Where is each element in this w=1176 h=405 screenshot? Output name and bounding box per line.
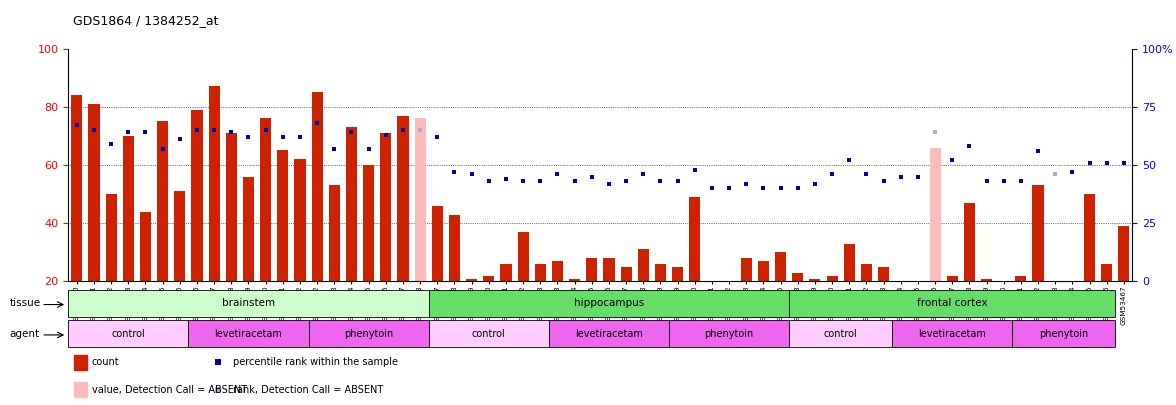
Text: phenytoin: phenytoin bbox=[345, 329, 393, 339]
Bar bbox=[278, 151, 288, 281]
Bar bbox=[793, 273, 803, 281]
Bar bbox=[775, 252, 787, 281]
Bar bbox=[552, 261, 563, 281]
Bar bbox=[843, 244, 855, 281]
Bar bbox=[74, 382, 87, 397]
Text: frontal cortex: frontal cortex bbox=[917, 298, 988, 308]
Bar bbox=[861, 264, 871, 281]
Bar bbox=[208, 86, 220, 281]
Bar bbox=[363, 165, 374, 281]
Bar bbox=[741, 258, 751, 281]
Bar bbox=[893, 320, 1013, 347]
Bar bbox=[312, 92, 322, 281]
Text: levetiracetam: levetiracetam bbox=[575, 329, 643, 339]
Bar bbox=[981, 279, 993, 281]
Bar bbox=[483, 276, 494, 281]
Text: count: count bbox=[92, 357, 119, 367]
Bar bbox=[1013, 320, 1115, 347]
Bar bbox=[1050, 281, 1061, 287]
Bar bbox=[998, 281, 1009, 290]
Bar bbox=[449, 215, 460, 281]
Bar bbox=[122, 136, 134, 281]
Bar bbox=[603, 258, 615, 281]
Bar bbox=[466, 279, 477, 281]
Bar bbox=[535, 264, 546, 281]
Text: value, Detection Call = ABSENT: value, Detection Call = ABSENT bbox=[92, 385, 247, 395]
Bar bbox=[895, 281, 907, 296]
Text: control: control bbox=[112, 329, 145, 339]
Bar bbox=[689, 197, 701, 281]
Bar bbox=[243, 177, 254, 281]
Text: rank, Detection Call = ABSENT: rank, Detection Call = ABSENT bbox=[233, 385, 383, 395]
Bar bbox=[878, 267, 889, 281]
Bar bbox=[308, 320, 429, 347]
Bar bbox=[1015, 276, 1027, 281]
Bar bbox=[380, 133, 392, 281]
Text: control: control bbox=[824, 329, 857, 339]
Bar bbox=[669, 320, 789, 347]
Bar bbox=[789, 320, 893, 347]
Text: phenytoin: phenytoin bbox=[1040, 329, 1089, 339]
Bar bbox=[789, 290, 1115, 317]
Bar bbox=[432, 206, 443, 281]
Bar bbox=[827, 276, 837, 281]
Bar bbox=[329, 185, 340, 281]
Bar bbox=[68, 320, 188, 347]
Bar bbox=[809, 279, 821, 281]
Bar bbox=[947, 276, 957, 281]
Bar bbox=[106, 194, 116, 281]
Bar bbox=[671, 267, 683, 281]
Text: levetiracetam: levetiracetam bbox=[214, 329, 282, 339]
Text: phenytoin: phenytoin bbox=[704, 329, 754, 339]
Bar bbox=[174, 191, 186, 281]
Bar bbox=[621, 267, 632, 281]
Bar bbox=[655, 264, 666, 281]
Text: levetiracetam: levetiracetam bbox=[918, 329, 987, 339]
Text: agent: agent bbox=[9, 329, 40, 339]
Bar bbox=[294, 159, 306, 281]
Bar bbox=[414, 118, 426, 281]
Bar bbox=[569, 279, 580, 281]
Bar bbox=[397, 115, 408, 281]
Text: tissue: tissue bbox=[9, 298, 40, 308]
Bar bbox=[757, 261, 769, 281]
Bar bbox=[1084, 194, 1095, 281]
Bar bbox=[549, 320, 669, 347]
Bar bbox=[1067, 281, 1078, 287]
Text: percentile rank within the sample: percentile rank within the sample bbox=[233, 357, 399, 367]
Bar bbox=[158, 122, 168, 281]
Bar bbox=[140, 211, 151, 281]
Bar bbox=[429, 290, 789, 317]
Bar bbox=[260, 118, 272, 281]
Bar bbox=[929, 147, 941, 281]
Bar bbox=[964, 203, 975, 281]
Bar bbox=[192, 110, 202, 281]
Bar bbox=[72, 95, 82, 281]
Bar bbox=[74, 355, 87, 370]
Bar bbox=[188, 320, 308, 347]
Bar bbox=[1118, 226, 1129, 281]
Bar bbox=[1033, 185, 1043, 281]
Bar bbox=[88, 104, 100, 281]
Bar bbox=[429, 320, 549, 347]
Bar bbox=[586, 258, 597, 281]
Bar bbox=[226, 133, 236, 281]
Bar bbox=[517, 232, 529, 281]
Bar bbox=[68, 290, 429, 317]
Text: GDS1864 / 1384252_at: GDS1864 / 1384252_at bbox=[73, 14, 219, 27]
Bar bbox=[500, 264, 512, 281]
Bar bbox=[637, 249, 649, 281]
Text: control: control bbox=[472, 329, 506, 339]
Bar bbox=[1101, 264, 1112, 281]
Text: hippocampus: hippocampus bbox=[574, 298, 644, 308]
Bar bbox=[346, 127, 358, 281]
Text: brainstem: brainstem bbox=[222, 298, 275, 308]
Bar bbox=[913, 281, 923, 287]
